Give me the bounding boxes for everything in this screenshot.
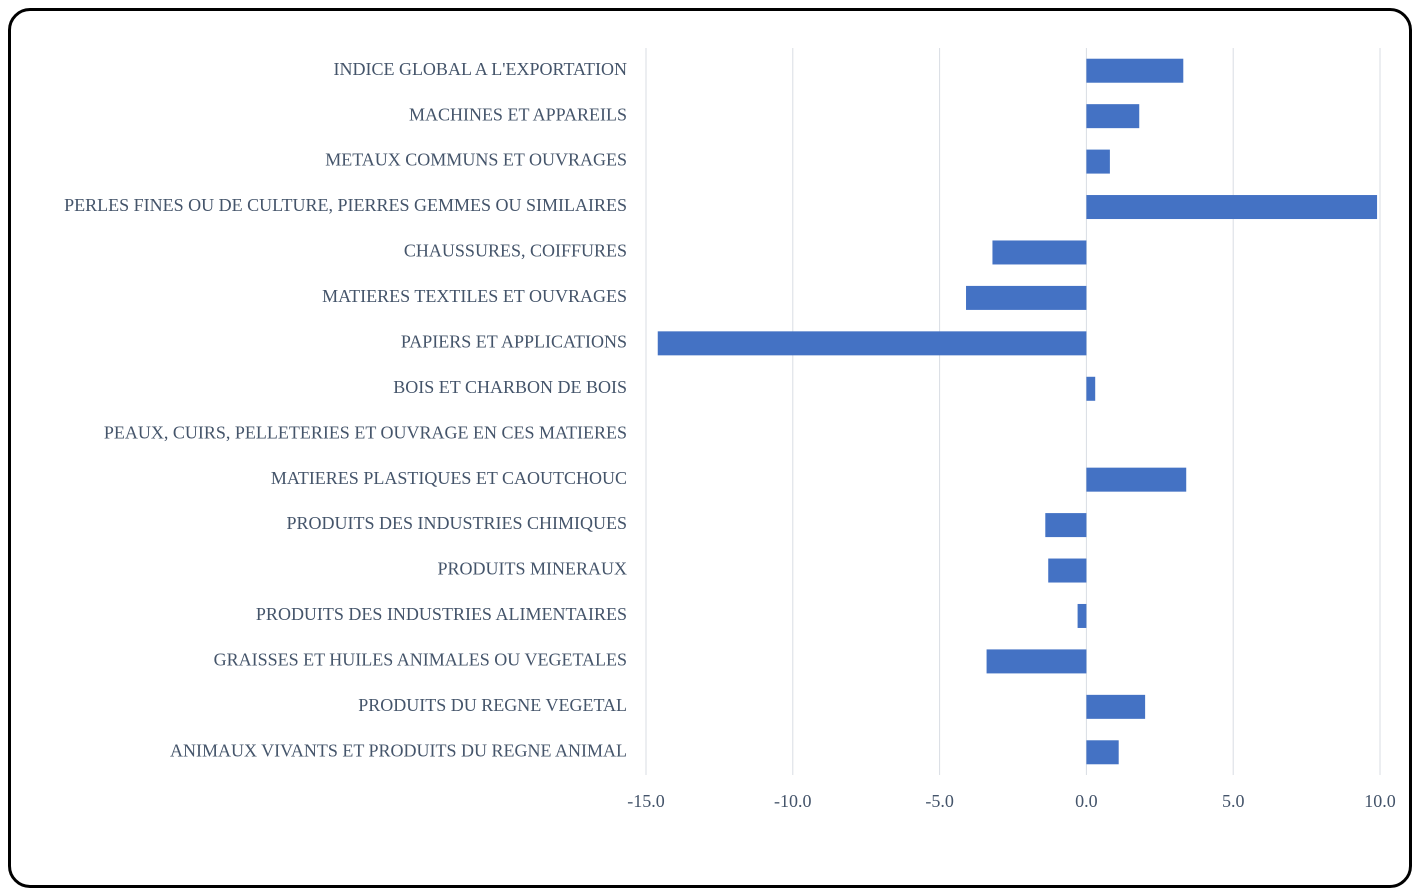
bar <box>1086 104 1140 129</box>
y-tick-label: PRODUITS MINERAUX <box>437 559 627 579</box>
bar <box>1086 58 1184 83</box>
bar <box>1086 694 1146 719</box>
bar <box>657 331 1087 356</box>
y-tick-label: CHAUSSURES, COIFFURES <box>404 241 627 261</box>
x-tick-label: -5.0 <box>925 791 954 811</box>
y-tick-label: PRODUITS DU REGNE VEGETAL <box>358 695 627 715</box>
bar <box>1086 149 1110 174</box>
y-tick-label: PERLES FINES OU DE CULTURE, PIERRES GEMM… <box>64 195 627 215</box>
y-tick-label: PRODUITS DES INDUSTRIES ALIMENTAIRES <box>256 604 627 624</box>
x-tick-label: -10.0 <box>774 791 812 811</box>
y-tick-label: MACHINES ET APPAREILS <box>409 104 627 124</box>
y-tick-label: MATIERES PLASTIQUES ET CAOUTCHOUC <box>271 468 627 488</box>
bar <box>1086 376 1096 401</box>
y-tick-label: PEAUX, CUIRS, PELLETERIES ET OUVRAGE EN … <box>104 422 627 442</box>
bar <box>1045 513 1087 538</box>
bar <box>966 285 1087 310</box>
bar <box>1048 558 1087 583</box>
y-tick-label: ANIMAUX VIVANTS ET PRODUITS DU REGNE ANI… <box>170 740 627 760</box>
y-tick-label: MATIERES TEXTILES ET OUVRAGES <box>322 286 627 306</box>
x-tick-label: 5.0 <box>1222 791 1245 811</box>
x-tick-label: -15.0 <box>627 791 665 811</box>
y-tick-label: PAPIERS ET APPLICATIONS <box>401 331 627 351</box>
x-tick-label: 10.0 <box>1364 791 1396 811</box>
bar <box>1086 740 1119 765</box>
y-tick-label: BOIS ET CHARBON DE BOIS <box>393 377 627 397</box>
bar <box>986 649 1087 674</box>
y-tick-label: GRAISSES ET HUILES ANIMALES OU VEGETALES <box>214 650 627 670</box>
bar <box>1086 195 1378 220</box>
bar <box>1077 603 1087 628</box>
y-tick-label: PRODUITS DES INDUSTRIES CHIMIQUES <box>286 513 627 533</box>
bar <box>992 240 1087 265</box>
x-tick-label: 0.0 <box>1075 791 1098 811</box>
y-tick-label: METAUX COMMUNS ET OUVRAGES <box>325 150 627 170</box>
bar <box>1086 467 1187 492</box>
y-tick-label: INDICE GLOBAL A L'EXPORTATION <box>333 59 627 79</box>
